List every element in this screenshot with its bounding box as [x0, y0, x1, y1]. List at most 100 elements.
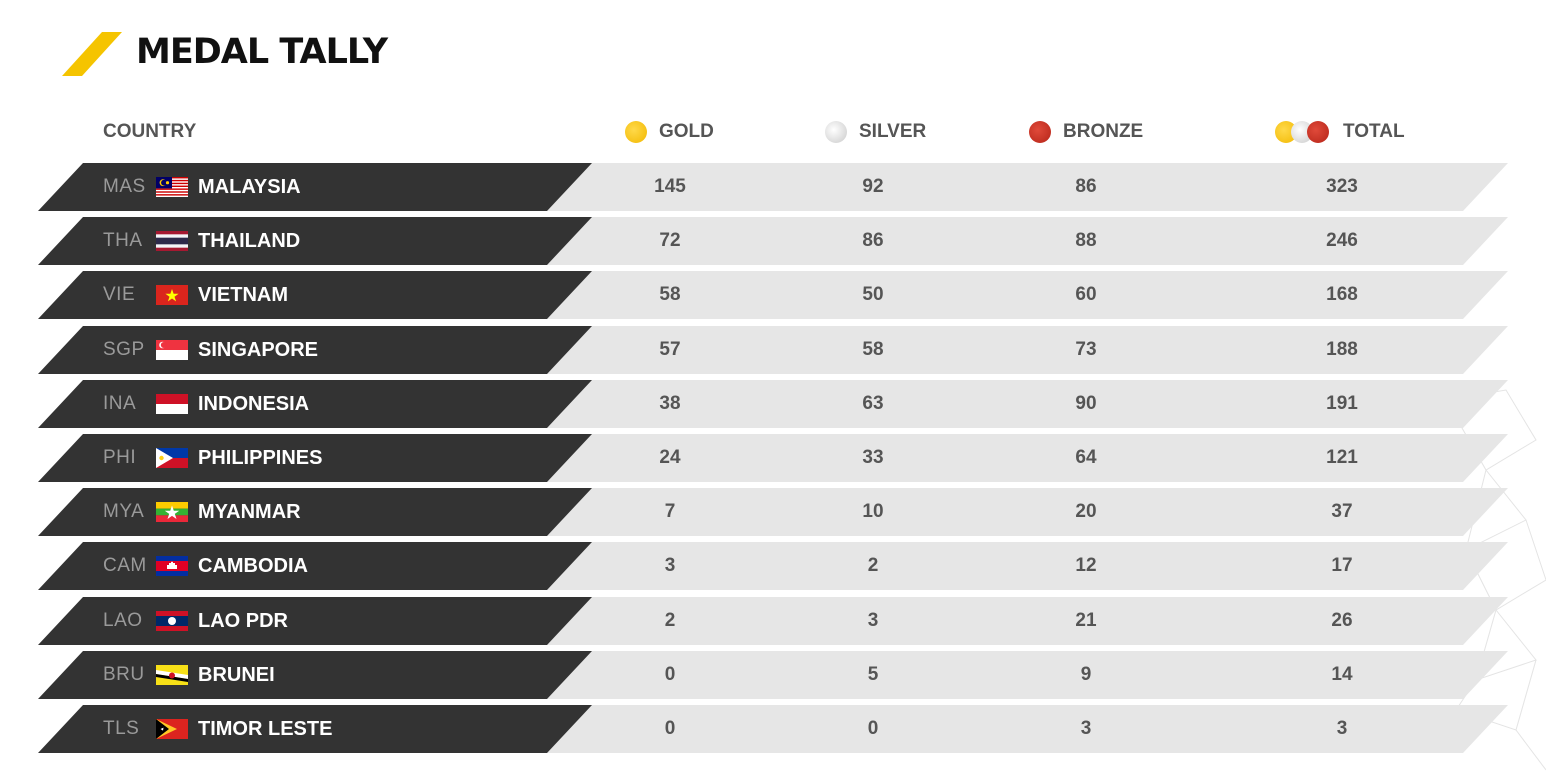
- column-header-country: COUNTRY: [103, 112, 196, 152]
- bronze-count: 3: [1080, 718, 1092, 739]
- gold-count: 72: [659, 230, 681, 251]
- singapore-flag-icon: [156, 340, 188, 360]
- bronze-count: 73: [1075, 339, 1097, 360]
- silver-count: 3: [867, 610, 879, 631]
- row-background: [38, 434, 1508, 482]
- row-background: [38, 542, 1508, 590]
- row-background: [38, 326, 1508, 374]
- thailand-flag-icon: [156, 231, 188, 251]
- table-row[interactable]: INA INDONESIA 38 63 90 191: [0, 380, 1546, 428]
- total-count: 168: [1326, 284, 1358, 305]
- total-count: 37: [1331, 501, 1353, 522]
- row-background: [38, 651, 1508, 699]
- country-code: MYA: [103, 501, 145, 522]
- table-row[interactable]: PHI PHILIPPINES 24 33 64 121: [0, 434, 1546, 482]
- myanmar-flag-icon: [156, 502, 188, 522]
- silver-count: 63: [862, 393, 884, 414]
- gold-count: 57: [659, 339, 681, 360]
- total-count: 3: [1336, 718, 1348, 739]
- silver-count: 86: [862, 230, 884, 251]
- country-code: LAO: [103, 610, 143, 631]
- silver-count: 0: [867, 718, 879, 739]
- column-header-gold: GOLD: [625, 112, 714, 152]
- indonesia-flag-icon: [156, 394, 188, 414]
- gold-count: 38: [659, 393, 681, 414]
- row-background: [38, 380, 1508, 428]
- row-background: [38, 217, 1508, 265]
- country-name: MALAYSIA: [198, 176, 301, 198]
- table-row[interactable]: CAM CAMBODIA 3 2 12 17: [0, 542, 1546, 590]
- accent-slash-icon: [62, 32, 122, 76]
- country-code: VIE: [103, 284, 136, 305]
- gold-count: 0: [664, 718, 676, 739]
- country-name: BRUNEI: [198, 664, 275, 686]
- silver-count: 50: [862, 284, 884, 305]
- row-background: [38, 271, 1508, 319]
- country-code: PHI: [103, 447, 137, 468]
- country-name: LAO PDR: [198, 610, 288, 632]
- column-header-silver: SILVER: [825, 112, 926, 152]
- cambodia-flag-icon: [156, 556, 188, 576]
- gold-count: 24: [659, 447, 681, 468]
- silver-count: 2: [867, 555, 879, 576]
- bronze-count: 21: [1075, 610, 1097, 631]
- country-name: TIMOR LESTE: [198, 718, 333, 740]
- column-header-total-label: TOTAL: [1343, 121, 1405, 142]
- total-count: 246: [1326, 230, 1358, 251]
- gold-count: 58: [659, 284, 681, 305]
- bronze-count: 9: [1080, 664, 1092, 685]
- row-background: [38, 163, 1508, 211]
- total-count: 26: [1331, 610, 1353, 631]
- country-code: THA: [103, 230, 143, 251]
- total-count: 188: [1326, 339, 1358, 360]
- gold-count: 3: [664, 555, 676, 576]
- silver-count: 5: [867, 664, 879, 685]
- page-title: MEDAL TALLY: [136, 32, 388, 72]
- country-name: CAMBODIA: [198, 555, 308, 577]
- silver-count: 10: [862, 501, 884, 522]
- table-row[interactable]: TLS TIMOR LESTE 0 0 3 3: [0, 705, 1546, 753]
- all-medals-icon: [1275, 121, 1331, 143]
- table-row[interactable]: BRU BRUNEI 0 5 9 14: [0, 651, 1546, 699]
- table-row[interactable]: SGP SINGAPORE 57 58 73 188: [0, 326, 1546, 374]
- table-header: COUNTRY GOLD SILVER BRONZE TOTAL: [0, 112, 1546, 152]
- table-row[interactable]: VIE VIETNAM 58 50 60 168: [0, 271, 1546, 319]
- bronze-count: 64: [1075, 447, 1097, 468]
- gold-medal-icon: [625, 121, 647, 143]
- malaysia-flag-icon: [156, 177, 188, 197]
- country-code: MAS: [103, 176, 146, 197]
- bronze-count: 20: [1075, 501, 1097, 522]
- total-count: 121: [1326, 447, 1358, 468]
- column-header-bronze-label: BRONZE: [1063, 121, 1144, 142]
- country-name: MYANMAR: [198, 501, 301, 523]
- silver-count: 33: [862, 447, 884, 468]
- laos-flag-icon: [156, 611, 188, 631]
- country-name: THAILAND: [198, 230, 301, 252]
- brunei-flag-icon: [156, 665, 188, 685]
- column-header-total: TOTAL: [1275, 112, 1405, 152]
- total-count: 17: [1331, 555, 1353, 576]
- column-header-silver-label: SILVER: [859, 121, 927, 142]
- table-row[interactable]: LAO LAO PDR 2 3 21 26: [0, 597, 1546, 645]
- country-code: TLS: [103, 718, 140, 739]
- country-code: CAM: [103, 555, 147, 576]
- table-row[interactable]: MYA MYANMAR 7 10 20 37: [0, 488, 1546, 536]
- country-name: INDONESIA: [198, 393, 310, 415]
- country-code: SGP: [103, 339, 145, 360]
- table-row[interactable]: THA THAILAND 72 86 88 246: [0, 217, 1546, 265]
- philippines-flag-icon: [156, 448, 188, 468]
- total-count: 14: [1331, 664, 1353, 685]
- bronze-count: 12: [1075, 555, 1097, 576]
- bronze-count: 88: [1075, 230, 1097, 251]
- bronze-count: 90: [1075, 393, 1097, 414]
- country-name: PHILIPPINES: [198, 447, 323, 469]
- vietnam-flag-icon: [156, 285, 188, 305]
- gold-count: 0: [664, 664, 676, 685]
- country-code: INA: [103, 393, 137, 414]
- country-code: BRU: [103, 664, 145, 685]
- table-row[interactable]: MAS MALAYSIA 145 92 86 323: [0, 163, 1546, 211]
- silver-count: 92: [862, 176, 884, 197]
- column-header-gold-label: GOLD: [659, 121, 714, 142]
- row-background: [38, 705, 1508, 753]
- bronze-count: 86: [1075, 176, 1097, 197]
